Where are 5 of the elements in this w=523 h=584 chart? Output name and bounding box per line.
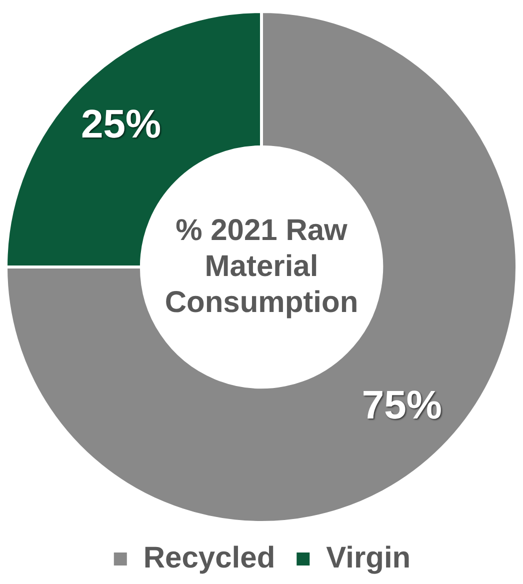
data-label: 75% [362,383,442,428]
text: % 2021 Raw Material Consumption [164,213,360,321]
legend-label: Virgin [326,541,411,574]
legend-label: Recycled [143,541,276,574]
data-label: 25% [81,102,162,147]
